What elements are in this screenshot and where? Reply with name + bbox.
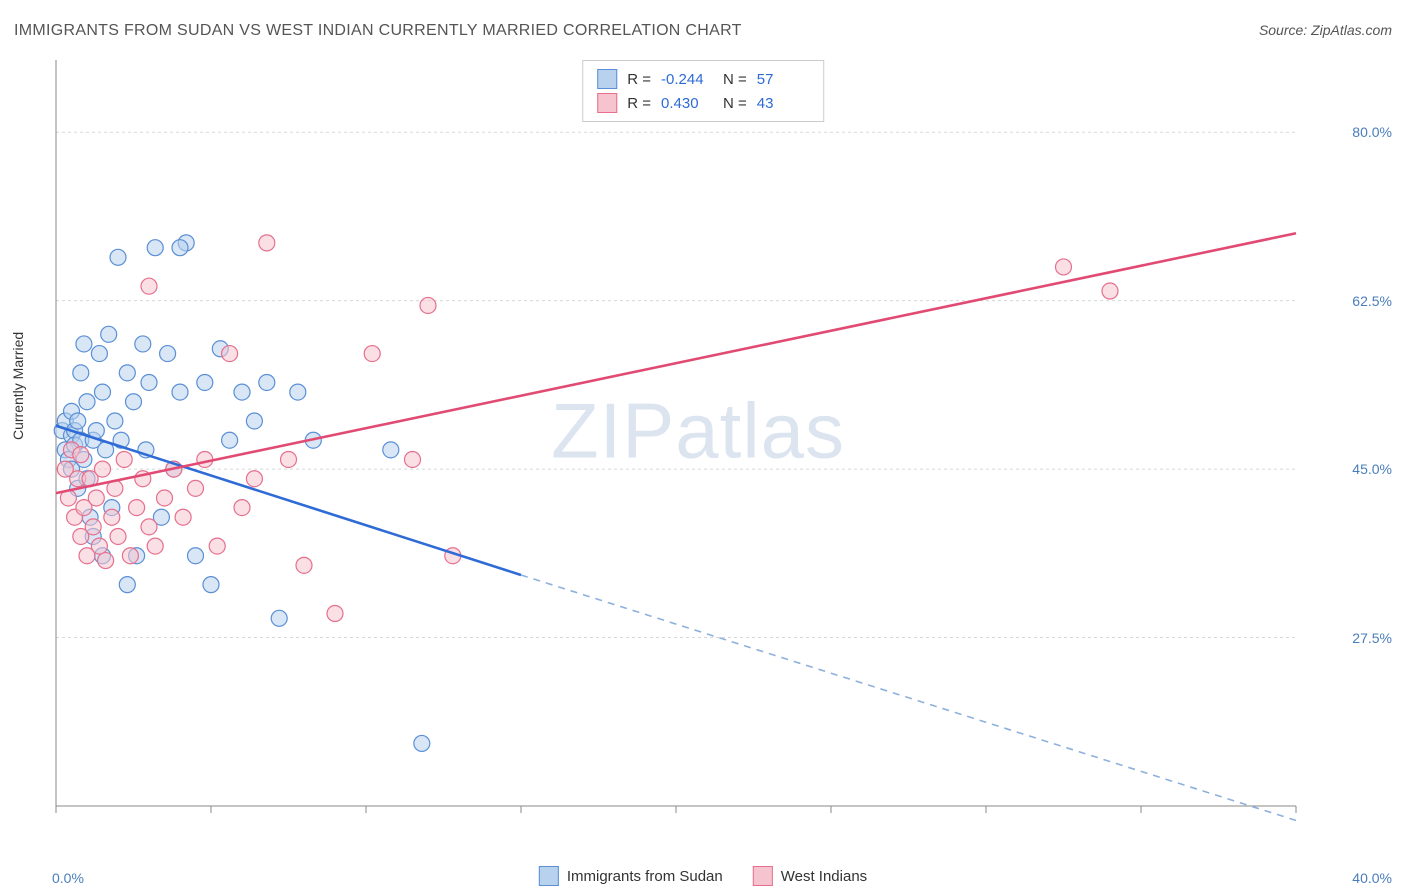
series-legend: Immigrants from Sudan West Indians	[539, 866, 867, 886]
x-tick-label: 40.0%	[1352, 870, 1392, 886]
y-tick-label: 45.0%	[1352, 461, 1392, 477]
x-tick-label: 0.0%	[52, 870, 84, 886]
scatter-chart	[50, 56, 1346, 838]
legend-row: R = 0.430 N = 43	[597, 91, 809, 115]
legend-n-label: N =	[723, 71, 747, 88]
correlation-legend: R = -0.244 N = 57 R = 0.430 N = 43	[582, 60, 824, 122]
source-attribution: Source: ZipAtlas.com	[1259, 22, 1392, 38]
legend-label: Immigrants from Sudan	[567, 868, 723, 885]
legend-n-label: N =	[723, 95, 747, 112]
legend-swatch-blue	[597, 69, 617, 89]
legend-row: R = -0.244 N = 57	[597, 67, 809, 91]
legend-n-value: 57	[757, 71, 809, 88]
legend-r-value: -0.244	[661, 71, 713, 88]
y-tick-label: 27.5%	[1352, 630, 1392, 646]
chart-area: ZIPatlas	[50, 56, 1346, 838]
legend-r-label: R =	[627, 71, 651, 88]
y-tick-label: 80.0%	[1352, 124, 1392, 140]
legend-n-value: 43	[757, 95, 809, 112]
legend-swatch-pink	[597, 93, 617, 113]
legend-r-value: 0.430	[661, 95, 713, 112]
legend-swatch-pink	[753, 866, 773, 886]
page-title: IMMIGRANTS FROM SUDAN VS WEST INDIAN CUR…	[14, 22, 742, 40]
legend-r-label: R =	[627, 95, 651, 112]
legend-item: Immigrants from Sudan	[539, 866, 723, 886]
y-tick-label: 62.5%	[1352, 293, 1392, 309]
legend-label: West Indians	[781, 868, 867, 885]
legend-swatch-blue	[539, 866, 559, 886]
y-axis-label: Currently Married	[10, 332, 26, 440]
legend-item: West Indians	[753, 866, 867, 886]
